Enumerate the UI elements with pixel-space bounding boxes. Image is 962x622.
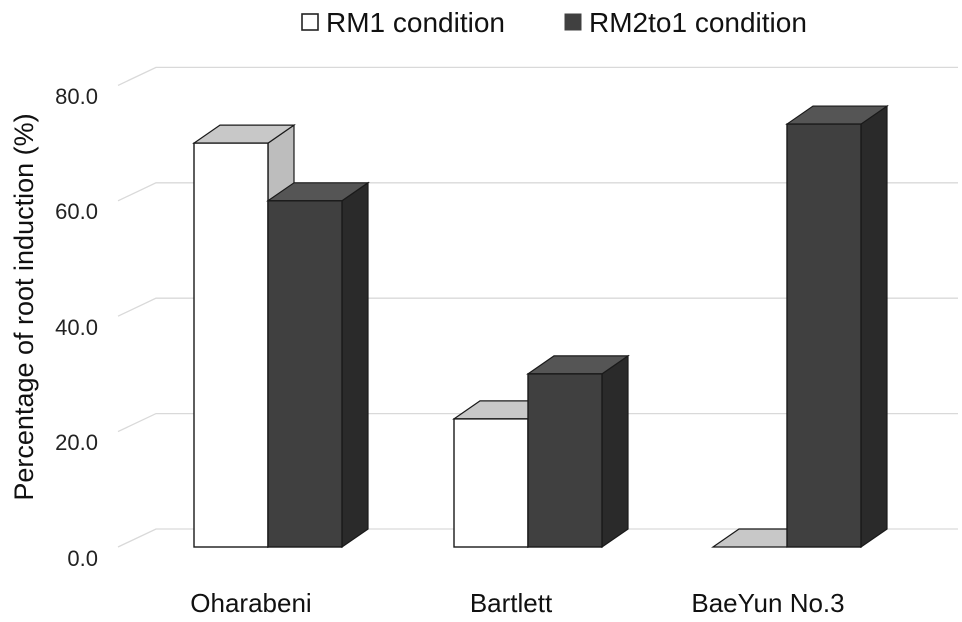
bar-front [453, 418, 529, 548]
bar-front [527, 373, 603, 548]
category-label: BaeYun No.3 [691, 588, 844, 618]
legend-swatch [564, 13, 582, 31]
gridline [117, 182, 958, 202]
gridline [117, 412, 958, 433]
y-tick-label: 0.0 [67, 546, 98, 571]
legend-item: RM1 condition [301, 7, 505, 38]
y-tick-labels: 0.0 20.0 40.0 60.0 80.0 [55, 84, 98, 571]
bars [192, 104, 889, 549]
bar-side [341, 181, 369, 549]
gridlines [117, 66, 958, 548]
y-tick-label: 60.0 [55, 199, 98, 224]
bar [526, 354, 630, 549]
legend-label: RM1 condition [326, 7, 505, 38]
y-tick-label: 80.0 [55, 84, 98, 109]
category-labels: Oharabeni Bartlett BaeYun No.3 [190, 588, 844, 618]
gridline [117, 66, 958, 86]
category-label: Oharabeni [190, 588, 311, 618]
y-tick-label: 20.0 [55, 430, 98, 455]
bar [266, 181, 370, 549]
category-label: Bartlett [470, 588, 553, 618]
legend: RM1 condition RM2to1 condition [301, 7, 807, 38]
gridline [117, 297, 958, 317]
bar-front [193, 142, 269, 548]
legend-swatch [301, 13, 319, 31]
gridline [117, 528, 958, 548]
bar-front [786, 123, 862, 548]
bar-front [267, 200, 343, 548]
bar-side [601, 354, 629, 549]
bar-side [860, 104, 888, 549]
y-tick-label: 40.0 [55, 315, 98, 340]
legend-item: RM2to1 condition [564, 7, 807, 38]
bar [785, 104, 889, 549]
legend-label: RM2to1 condition [589, 7, 807, 38]
y-axis-title: Percentage of root induction (%) [9, 113, 39, 500]
